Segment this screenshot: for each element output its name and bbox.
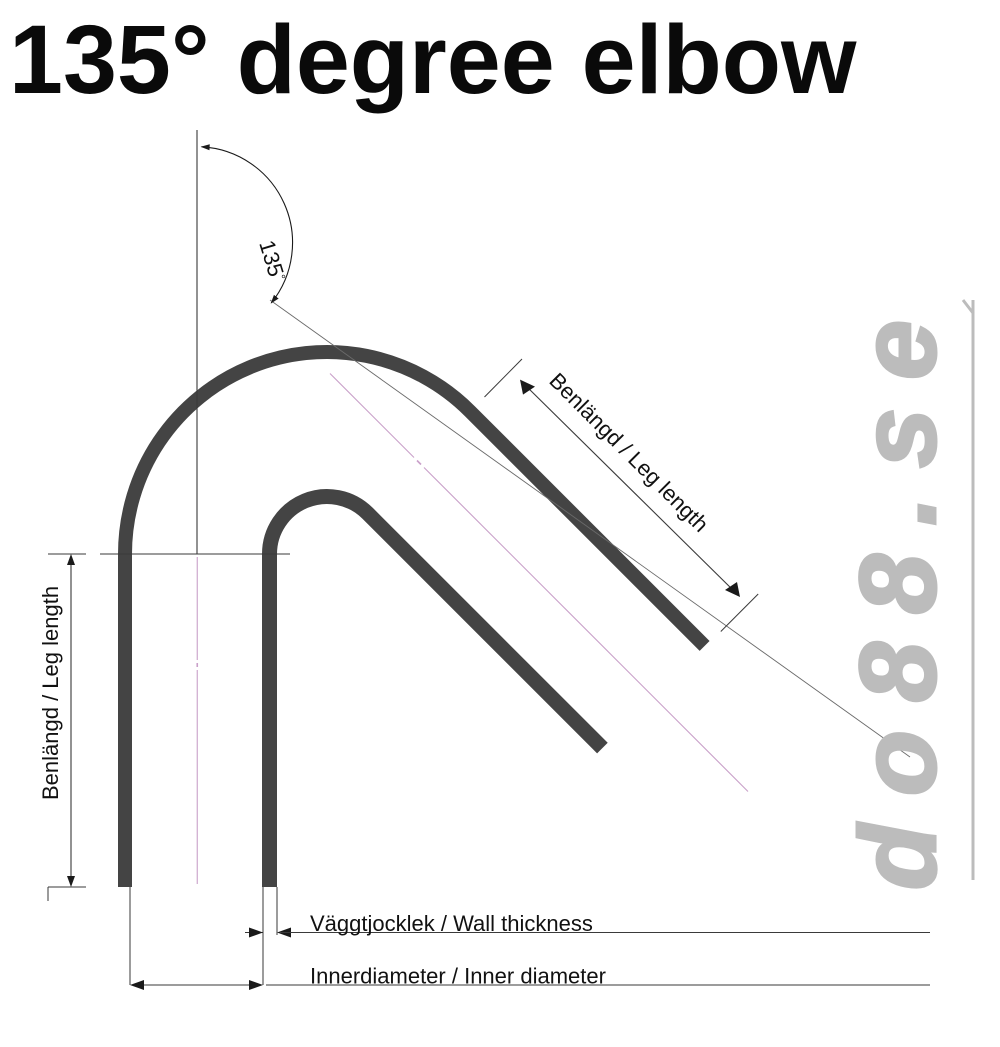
svg-text:Väggtjocklek / Wall thickness: Väggtjocklek / Wall thickness (310, 911, 593, 936)
svg-text:Benlängd / Leg length: Benlängd / Leg length (38, 586, 63, 800)
svg-text:do88.se: do88.se (837, 292, 958, 890)
svg-text:Innerdiameter / Inner diameter: Innerdiameter / Inner diameter (310, 964, 606, 989)
svg-text:135° degree elbow: 135° degree elbow (9, 5, 857, 114)
